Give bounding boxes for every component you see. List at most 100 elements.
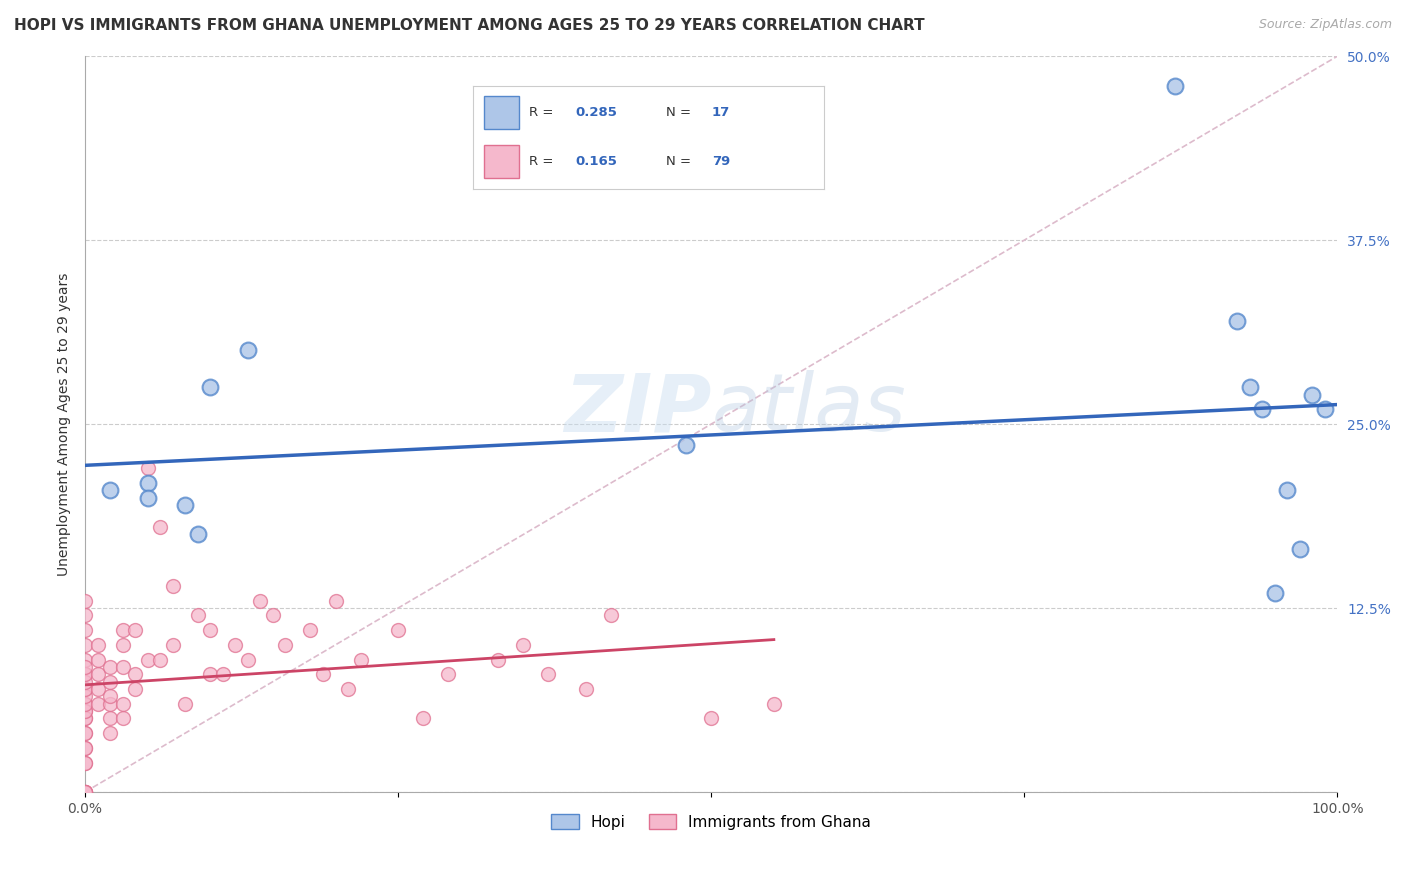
Point xyxy=(111,711,134,725)
Point xyxy=(75,785,97,799)
Point xyxy=(75,726,97,740)
Point xyxy=(274,638,297,652)
Point xyxy=(75,756,97,770)
Point xyxy=(98,697,121,711)
Point xyxy=(75,593,97,607)
Text: atlas: atlas xyxy=(711,370,905,449)
Point xyxy=(149,652,172,666)
Point xyxy=(111,660,134,674)
Point xyxy=(86,667,108,681)
Point xyxy=(111,638,134,652)
Point xyxy=(236,343,259,358)
Point xyxy=(299,623,322,637)
Point xyxy=(75,608,97,623)
Point xyxy=(86,652,108,666)
Point xyxy=(75,690,97,704)
Point xyxy=(249,593,271,607)
Point xyxy=(174,697,197,711)
Point xyxy=(1251,402,1274,417)
Point xyxy=(312,667,335,681)
Point xyxy=(700,711,723,725)
Point xyxy=(75,785,97,799)
Point xyxy=(75,704,97,718)
Point xyxy=(75,756,97,770)
Point xyxy=(187,527,209,541)
Point xyxy=(537,667,560,681)
Point xyxy=(111,697,134,711)
Point xyxy=(262,608,284,623)
Point xyxy=(75,740,97,755)
Point xyxy=(98,726,121,740)
Point xyxy=(98,711,121,725)
Point xyxy=(349,652,371,666)
Point xyxy=(86,681,108,696)
Point xyxy=(75,674,97,689)
Point xyxy=(98,674,121,689)
Point xyxy=(412,711,434,725)
Y-axis label: Unemployment Among Ages 25 to 29 years: Unemployment Among Ages 25 to 29 years xyxy=(58,272,72,575)
Point xyxy=(600,608,623,623)
Text: ZIP: ZIP xyxy=(564,370,711,449)
Point xyxy=(575,681,598,696)
Point xyxy=(486,652,509,666)
Point xyxy=(75,711,97,725)
Point xyxy=(211,667,233,681)
Point xyxy=(75,681,97,696)
Point xyxy=(86,638,108,652)
Point xyxy=(75,681,97,696)
Point xyxy=(149,520,172,534)
Point xyxy=(75,740,97,755)
Point xyxy=(325,593,347,607)
Point xyxy=(75,667,97,681)
Point xyxy=(98,660,121,674)
Point xyxy=(75,697,97,711)
Point xyxy=(1313,402,1336,417)
Point xyxy=(75,697,97,711)
Text: HOPI VS IMMIGRANTS FROM GHANA UNEMPLOYMENT AMONG AGES 25 TO 29 YEARS CORRELATION: HOPI VS IMMIGRANTS FROM GHANA UNEMPLOYME… xyxy=(14,18,925,33)
Point xyxy=(75,785,97,799)
Point xyxy=(98,690,121,704)
Point xyxy=(1226,314,1249,328)
Point xyxy=(75,660,97,674)
Point xyxy=(187,608,209,623)
Point xyxy=(162,638,184,652)
Point xyxy=(762,697,785,711)
Point xyxy=(1288,542,1310,557)
Point xyxy=(75,785,97,799)
Point xyxy=(387,623,409,637)
Point xyxy=(136,475,159,490)
Point xyxy=(236,652,259,666)
Point xyxy=(86,697,108,711)
Point xyxy=(98,483,121,498)
Point xyxy=(124,681,146,696)
Point xyxy=(75,638,97,652)
Point xyxy=(1301,387,1323,401)
Point xyxy=(162,579,184,593)
Point xyxy=(75,785,97,799)
Point xyxy=(1277,483,1299,498)
Point xyxy=(675,438,697,452)
Point xyxy=(124,667,146,681)
Point xyxy=(200,623,222,637)
Point xyxy=(174,498,197,512)
Point xyxy=(124,623,146,637)
Point xyxy=(200,380,222,394)
Point xyxy=(136,461,159,475)
Point xyxy=(136,652,159,666)
Text: Source: ZipAtlas.com: Source: ZipAtlas.com xyxy=(1258,18,1392,31)
Point xyxy=(200,667,222,681)
Point xyxy=(75,711,97,725)
Point xyxy=(1264,586,1286,600)
Point xyxy=(75,623,97,637)
Point xyxy=(75,726,97,740)
Point xyxy=(512,638,534,652)
Point xyxy=(1239,380,1261,394)
Legend: Hopi, Immigrants from Ghana: Hopi, Immigrants from Ghana xyxy=(546,807,877,836)
Point xyxy=(1163,78,1185,93)
Point xyxy=(75,652,97,666)
Point xyxy=(224,638,246,652)
Point xyxy=(337,681,360,696)
Point xyxy=(75,704,97,718)
Point xyxy=(437,667,460,681)
Point xyxy=(75,667,97,681)
